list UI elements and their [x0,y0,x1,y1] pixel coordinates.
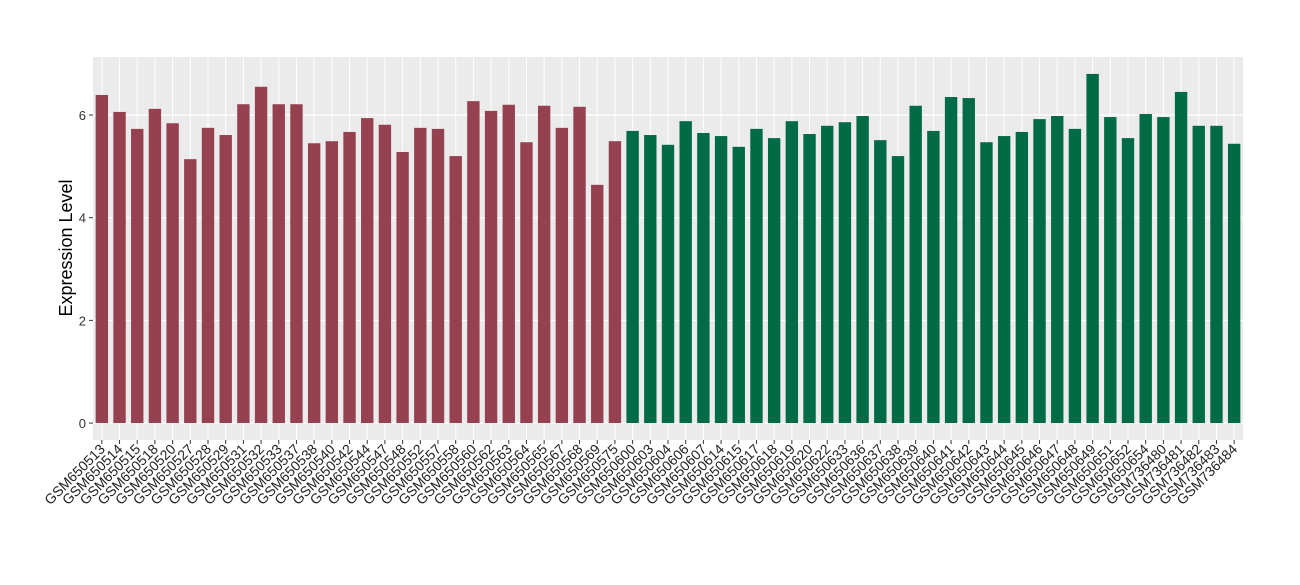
bar [431,128,445,424]
bar [750,128,763,424]
y-axis-label: Expression Level [56,179,76,316]
bar [1210,125,1223,424]
bar [1104,117,1117,424]
bar [838,122,852,424]
bar [997,136,1011,424]
bar [573,106,586,424]
bar [1139,113,1152,424]
bar [254,86,268,424]
bar [166,123,179,424]
bar [414,127,427,424]
bar [608,141,622,424]
bar [803,134,816,424]
bar [307,143,321,424]
y-tick-label: 0 [79,416,86,431]
bar [679,121,692,424]
y-tick-label: 4 [79,211,86,226]
bar [520,142,533,424]
bar [661,144,675,424]
bar [697,132,710,424]
bar [1174,91,1188,424]
bar [219,135,232,424]
bar [378,124,392,424]
bar [95,94,109,424]
bar [272,104,285,424]
y-tick-label: 6 [79,108,86,123]
bar [484,110,498,424]
bar [980,142,993,424]
bar [1192,125,1205,424]
bar [732,146,745,424]
bar [131,128,144,424]
y-tick-label: 2 [79,313,86,328]
bar [237,104,250,424]
bar [502,104,515,424]
bar [591,184,604,424]
bar [361,118,374,424]
bar [325,141,339,424]
bar [290,104,303,424]
bar [1015,131,1029,424]
bar [1068,128,1082,424]
bar [184,159,197,424]
bar [785,121,799,424]
bar [1086,73,1099,424]
bar [644,135,657,424]
bar [1157,117,1170,424]
bar [1051,116,1064,424]
bar [874,140,887,424]
bar [396,151,409,424]
bar [449,156,462,424]
bar [148,108,162,424]
bar [767,138,781,424]
bar [1033,119,1046,424]
bar [714,136,728,424]
bar [856,116,869,424]
bar [1121,138,1135,424]
bar [626,130,639,424]
bar [909,105,922,424]
bar [927,130,940,424]
bar [113,111,126,424]
bar [962,98,975,424]
bar [944,97,958,424]
bar [1227,143,1241,424]
bar [537,105,551,424]
bar [467,101,480,424]
bar [343,131,356,424]
bar [821,125,834,424]
bar [201,127,215,424]
bar [891,156,905,424]
bar [555,127,569,424]
